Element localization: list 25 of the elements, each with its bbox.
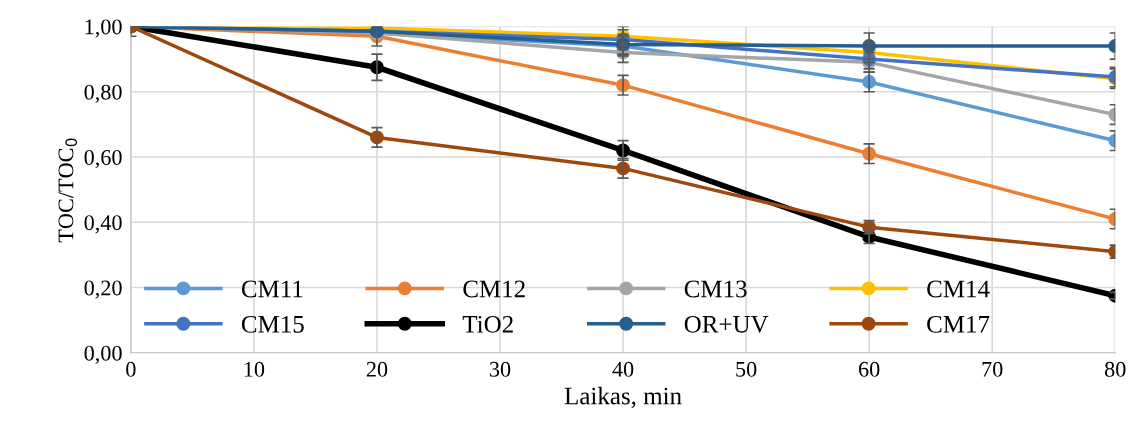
x-tick-label: 40 bbox=[612, 361, 634, 377]
legend-label: CM12 bbox=[463, 280, 525, 298]
y-tick-label: 0,80 bbox=[84, 84, 122, 103]
y-tick-label: 1,00 bbox=[85, 19, 122, 38]
y-tick-label: 0,20 bbox=[84, 280, 122, 299]
y-tick-label: 0,00 bbox=[84, 345, 122, 364]
legend-label: CM14 bbox=[927, 280, 990, 298]
legend-label: CM17 bbox=[927, 315, 990, 333]
x-tick-label: 0 bbox=[126, 361, 136, 377]
y-axis-title: TOC/TOC$_{0}$ bbox=[58, 138, 78, 243]
x-tick-label: 50 bbox=[736, 361, 757, 377]
legend-label: OR+UV bbox=[684, 315, 769, 333]
x-tick-label: 20 bbox=[366, 361, 388, 377]
x-axis-title: Laikas, min bbox=[564, 386, 682, 409]
legend-label: CM13 bbox=[684, 280, 747, 298]
x-tick-label: 30 bbox=[489, 361, 511, 377]
x-tick-label: 60 bbox=[858, 361, 880, 377]
legend-label: CM15 bbox=[241, 315, 304, 333]
x-tick-label: 80 bbox=[1104, 361, 1126, 377]
y-tick-label: 0,60 bbox=[84, 149, 122, 169]
x-tick-label: 70 bbox=[982, 361, 1003, 377]
y-tick-label: 0,40 bbox=[84, 215, 122, 234]
x-tick-label: 10 bbox=[244, 361, 265, 377]
legend-label: TiO2 bbox=[462, 315, 513, 333]
legend-label: CM11 bbox=[241, 280, 303, 298]
